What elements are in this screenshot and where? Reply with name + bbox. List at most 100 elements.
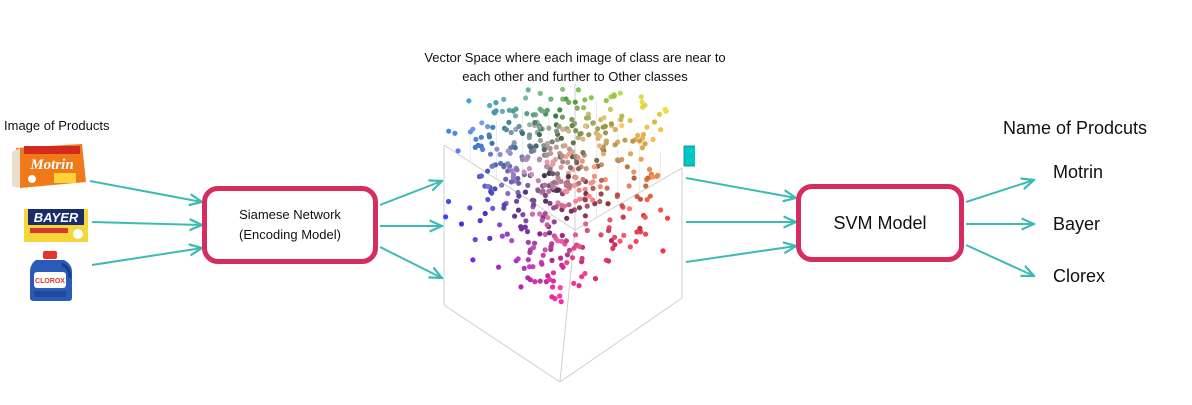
scatter-point (590, 185, 596, 191)
scatter-point (527, 132, 533, 138)
scatter-point (523, 95, 529, 101)
scatter-point (569, 123, 575, 129)
scatter-point (563, 180, 569, 186)
arrow-svm-to-clorex (965, 244, 1034, 276)
scatter-point (566, 151, 572, 157)
scatter-point (539, 261, 545, 267)
scatter-point (564, 189, 570, 195)
scatter-point (505, 168, 511, 174)
scatter-point (542, 231, 548, 237)
arrow-siamese-to-plot-bot (379, 246, 442, 278)
scatter-point (521, 169, 527, 175)
scatter-point (542, 247, 548, 253)
scatter-point (600, 124, 606, 130)
scatter-point (592, 276, 599, 282)
scatter-point (619, 156, 625, 163)
scatter-point (521, 265, 527, 271)
scatter-point (492, 186, 498, 192)
names-heading: Name of Prodcuts (1003, 118, 1148, 138)
scatter-point (560, 126, 566, 132)
scatter-point (603, 98, 609, 104)
scatter-point (645, 175, 651, 181)
scatter-point (635, 132, 641, 138)
scatter-point (514, 198, 520, 204)
scatter-point (622, 137, 628, 143)
scatter-point (621, 232, 627, 238)
scatter-point (516, 123, 522, 129)
scatter-point (551, 179, 557, 185)
scatter-point (559, 114, 565, 120)
scatter-point (526, 166, 532, 172)
scatter-point (511, 140, 517, 146)
siamese-label-line1: Siamese Network (239, 207, 341, 222)
scatter-point (536, 131, 542, 138)
scatter-point (559, 238, 565, 244)
scatter-point (522, 189, 529, 195)
scatter-point (614, 192, 621, 198)
scatter-point (607, 217, 613, 223)
scatter-point (546, 188, 552, 194)
scatter-point (569, 116, 575, 123)
scatter-point (554, 128, 560, 134)
scatter-point (505, 161, 511, 167)
scatter-point (642, 214, 648, 220)
svm-label: SVM Model (833, 212, 927, 233)
scatter-point (485, 168, 491, 174)
scatter-point (501, 96, 507, 102)
scatter-point (624, 164, 630, 170)
scatter-point (547, 166, 553, 173)
scatter-point (553, 144, 559, 150)
scatter-point (588, 180, 594, 186)
scatter-point (646, 166, 653, 172)
scatter-point (549, 294, 555, 300)
scatter-point (569, 255, 576, 261)
scatter-point (582, 123, 589, 129)
scatter-point (591, 164, 597, 170)
scatter-point (545, 214, 551, 221)
scatter-point (544, 222, 550, 228)
scatter-point (576, 205, 583, 211)
scatter-point (656, 111, 663, 117)
scatter-point (466, 98, 472, 104)
scatter-point (529, 197, 535, 203)
bayer-box-image: BAYER (24, 199, 88, 242)
scatter-point (512, 113, 519, 119)
scatter-point (524, 111, 530, 117)
scatter-point (477, 218, 483, 224)
scatter-point (490, 124, 496, 130)
scatter-point (472, 237, 478, 243)
scatter-point (537, 137, 544, 144)
scatter-point (550, 184, 556, 190)
scatter-point (544, 152, 550, 158)
scatter-point (499, 182, 505, 188)
scatter-point (551, 205, 557, 211)
scatter-point (513, 126, 519, 132)
scatter-point (606, 258, 612, 264)
scatter-point (597, 143, 603, 149)
scatter-point (525, 257, 531, 263)
arrow-motrin-to-siamese (89, 180, 202, 202)
scatter-point (558, 164, 564, 170)
scatter-point (583, 166, 589, 172)
scatter-point (565, 173, 572, 180)
scatter-point (642, 141, 648, 147)
scatter-point (580, 176, 586, 183)
scatter-point (551, 233, 557, 239)
scatter-point (524, 155, 531, 161)
scatter-point (494, 146, 500, 152)
scatter-point (550, 270, 556, 276)
scatter-point (525, 87, 531, 93)
scatter-point (542, 182, 548, 188)
point-tooltip (683, 145, 695, 167)
scatter-point (535, 178, 541, 184)
scatter-point (531, 202, 537, 208)
scatter-point (595, 135, 601, 141)
scatter-point (524, 229, 531, 235)
scatter-point (532, 120, 538, 126)
scatter-point (634, 229, 640, 235)
arrow-siamese-to-plot-top (379, 181, 442, 206)
scatter-point (513, 258, 519, 264)
scatter-point (650, 136, 656, 143)
